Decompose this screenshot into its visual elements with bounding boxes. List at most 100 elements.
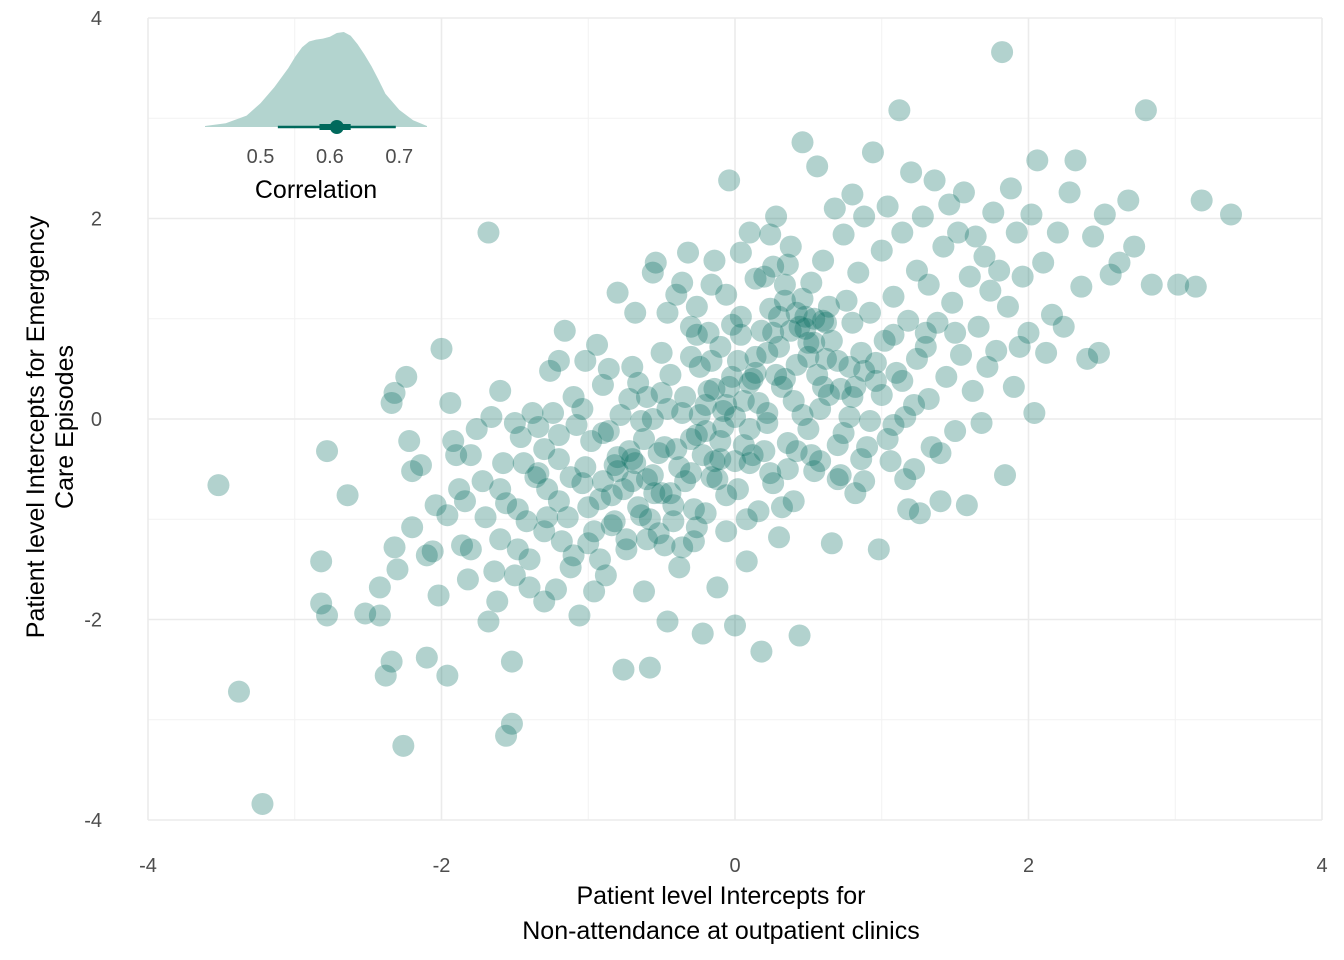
scatter-point	[732, 434, 755, 457]
scatter-point	[864, 351, 887, 374]
scatter-point	[712, 416, 735, 439]
scatter-point	[744, 345, 767, 368]
scatter-point	[729, 305, 752, 328]
scatter-point	[803, 331, 826, 354]
scatter-point	[503, 412, 526, 435]
scatter-point	[964, 225, 987, 248]
scatter-point	[401, 460, 424, 483]
scatter-point	[656, 610, 679, 633]
scatter-point	[547, 349, 570, 372]
scatter-point	[894, 468, 917, 491]
scatter-point	[354, 602, 377, 625]
scatter-point	[991, 41, 1014, 64]
scatter-point	[380, 391, 403, 414]
scatter-point	[718, 169, 741, 192]
scatter-point	[662, 494, 685, 517]
scatter-point	[647, 442, 670, 465]
scatter-point	[841, 183, 864, 206]
scatter-point	[668, 456, 691, 479]
scatter-point	[1117, 189, 1140, 212]
scatter-point	[794, 317, 817, 340]
scatter-point	[630, 504, 653, 527]
scatter-point	[533, 590, 556, 613]
inset-axis-title: Correlation	[255, 176, 377, 204]
scatter-point	[817, 295, 840, 318]
scatter-point	[709, 335, 732, 358]
scatter-point	[744, 361, 767, 384]
scatter-point	[756, 401, 779, 424]
scatter-point	[597, 357, 620, 380]
y-tick-label: 4	[91, 8, 102, 30]
scatter-point	[738, 452, 761, 475]
scatter-point	[706, 468, 729, 491]
scatter-point	[715, 283, 738, 306]
scatter-point	[688, 403, 711, 426]
scatter-point	[776, 458, 799, 481]
scatter-point	[547, 424, 570, 447]
scatter-point	[797, 418, 820, 441]
scatter-point	[809, 450, 832, 473]
scatter-point	[650, 381, 673, 404]
scatter-point	[465, 418, 488, 441]
scatter-point	[756, 412, 779, 435]
y-axis-title: Patient level Intercepts for Emergency C…	[22, 215, 79, 638]
scatter-point	[618, 440, 641, 463]
scatter-point	[500, 650, 523, 673]
scatter-point	[679, 428, 702, 451]
scatter-point	[999, 177, 1022, 200]
scatter-point	[929, 490, 952, 513]
scatter-point	[550, 530, 573, 553]
x-axis-title-line-1: Patient level Intercepts for	[576, 882, 865, 910]
scatter-point	[618, 387, 641, 410]
scatter-point	[1134, 99, 1157, 122]
scatter-point	[1220, 203, 1243, 226]
scatter-point	[577, 496, 600, 519]
scatter-point	[864, 369, 887, 392]
scatter-point	[574, 456, 597, 479]
scatter-point	[571, 472, 594, 495]
scatter-point	[879, 450, 902, 473]
scatter-point	[826, 468, 849, 491]
scatter-point	[753, 265, 776, 288]
scatter-point	[627, 371, 650, 394]
scatter-point	[227, 680, 250, 703]
scatter-point	[436, 664, 459, 687]
scatter-point	[421, 540, 444, 563]
scatter-point	[597, 420, 620, 443]
scatter-point	[905, 347, 928, 370]
inset-tick-label: 0.6	[316, 146, 344, 168]
scatter-point	[870, 239, 893, 262]
scatter-point	[738, 371, 761, 394]
scatter-point	[788, 624, 811, 647]
scatter-point	[829, 377, 852, 400]
scatter-point	[647, 522, 670, 545]
scatter-point	[700, 466, 723, 489]
scatter-point	[768, 335, 791, 358]
y-axis-title-line-2: Care Episodes	[51, 345, 79, 509]
scatter-point	[826, 349, 849, 372]
scatter-point	[456, 568, 479, 591]
scatter-point	[606, 446, 629, 469]
scatter-point	[638, 508, 661, 531]
scatter-point	[679, 345, 702, 368]
scatter-point	[814, 347, 837, 370]
scatter-point	[603, 454, 626, 477]
scatter-point	[606, 281, 629, 304]
scatter-point	[897, 498, 920, 521]
scatter-point	[644, 251, 667, 274]
scatter-point	[606, 460, 629, 483]
scatter-point	[489, 528, 512, 551]
scatter-point	[503, 564, 526, 587]
scatter-point	[591, 422, 614, 445]
scatter-point	[1184, 275, 1207, 298]
scatter-point	[856, 436, 879, 459]
scatter-point	[415, 544, 438, 567]
scatter-point	[741, 367, 764, 390]
scatter-point	[562, 385, 585, 408]
scatter-point	[474, 506, 497, 529]
scatter-point	[706, 576, 729, 599]
scatter-point	[976, 355, 999, 378]
scatter-point	[583, 520, 606, 543]
scatter-point	[891, 221, 914, 244]
scatter-point	[544, 578, 567, 601]
